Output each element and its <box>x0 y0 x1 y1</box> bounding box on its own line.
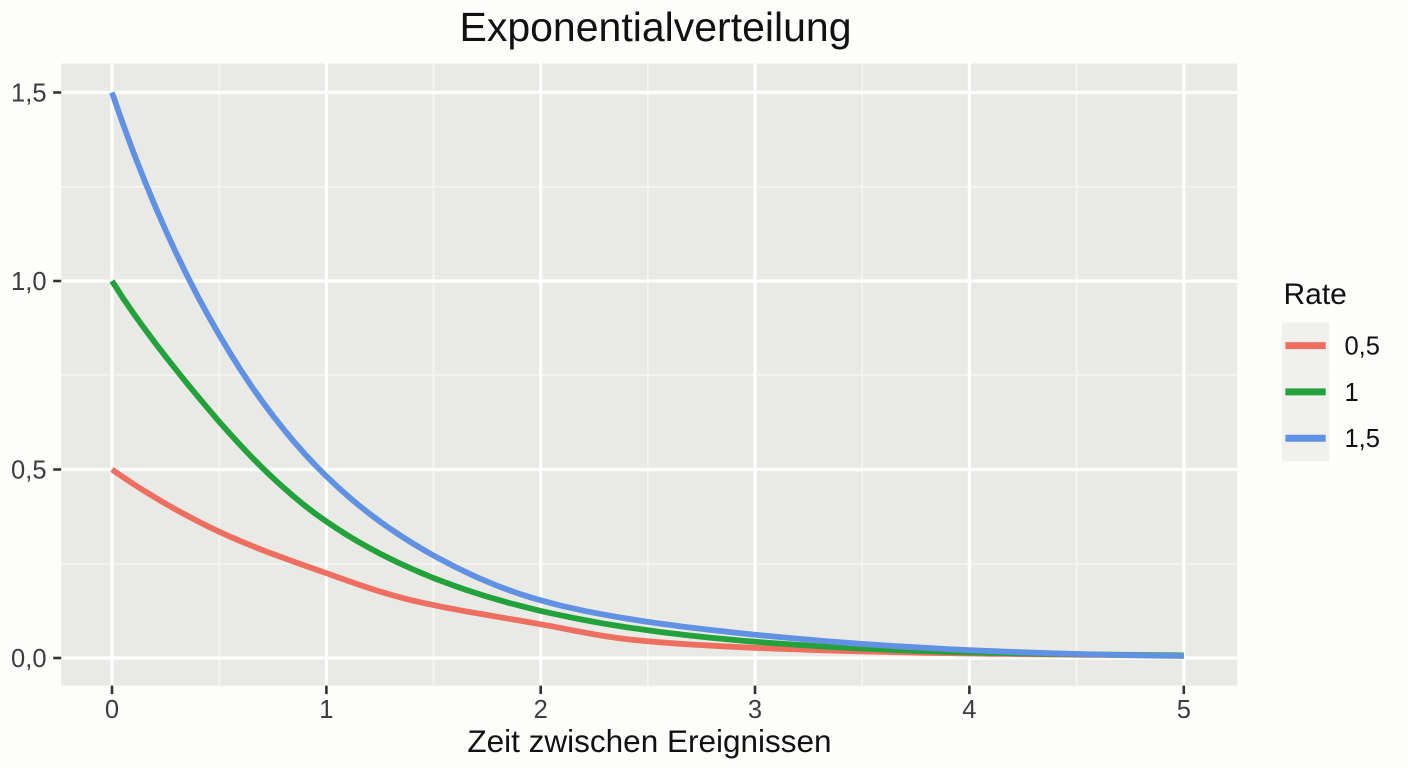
svg-text:0: 0 <box>105 696 119 724</box>
svg-text:4: 4 <box>962 696 976 724</box>
svg-text:Exponentialverteilung: Exponentialverteilung <box>459 4 851 50</box>
svg-text:0,5: 0,5 <box>11 457 46 485</box>
svg-text:0,5: 0,5 <box>1345 333 1380 361</box>
svg-text:0,0: 0,0 <box>11 645 46 673</box>
svg-text:Rate: Rate <box>1284 278 1347 311</box>
svg-text:1: 1 <box>1345 379 1359 407</box>
svg-text:5: 5 <box>1177 696 1191 724</box>
svg-text:1,0: 1,0 <box>11 268 46 296</box>
svg-text:1: 1 <box>319 696 333 724</box>
svg-text:1,5: 1,5 <box>11 80 46 108</box>
svg-text:3: 3 <box>748 696 762 724</box>
svg-text:2: 2 <box>534 696 548 724</box>
svg-text:Zeit zwischen Ereignissen: Zeit zwischen Ereignissen <box>467 723 831 759</box>
svg-text:1,5: 1,5 <box>1345 425 1380 453</box>
